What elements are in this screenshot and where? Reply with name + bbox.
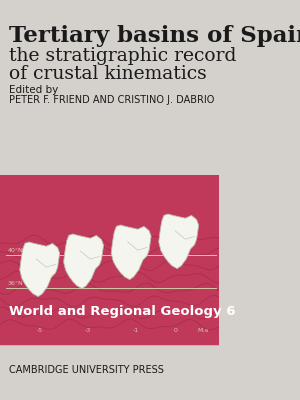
- Polygon shape: [20, 242, 60, 297]
- FancyBboxPatch shape: [0, 0, 220, 205]
- Text: World and Regional Geology 6: World and Regional Geology 6: [9, 305, 235, 318]
- Text: PETER F. FRIEND AND CRISTINO J. DABRIO: PETER F. FRIEND AND CRISTINO J. DABRIO: [9, 95, 214, 105]
- Text: -3: -3: [85, 328, 91, 332]
- FancyBboxPatch shape: [0, 175, 220, 345]
- Polygon shape: [64, 234, 104, 289]
- Text: the stratigraphic record: the stratigraphic record: [9, 47, 236, 65]
- Text: 0: 0: [174, 328, 178, 332]
- Text: of crustal kinematics: of crustal kinematics: [9, 65, 206, 83]
- Text: 40°N: 40°N: [7, 248, 23, 253]
- Text: -1: -1: [132, 328, 138, 332]
- Text: Edited by: Edited by: [9, 85, 58, 95]
- Text: -5: -5: [37, 328, 43, 332]
- FancyBboxPatch shape: [0, 345, 220, 400]
- Text: CAMBRIDGE UNIVERSITY PRESS: CAMBRIDGE UNIVERSITY PRESS: [9, 365, 164, 375]
- Text: Tertiary basins of Spain: Tertiary basins of Spain: [9, 25, 300, 47]
- Text: M.a: M.a: [198, 328, 209, 332]
- Text: 36°N: 36°N: [7, 281, 23, 286]
- Polygon shape: [111, 225, 151, 280]
- Polygon shape: [159, 214, 199, 269]
